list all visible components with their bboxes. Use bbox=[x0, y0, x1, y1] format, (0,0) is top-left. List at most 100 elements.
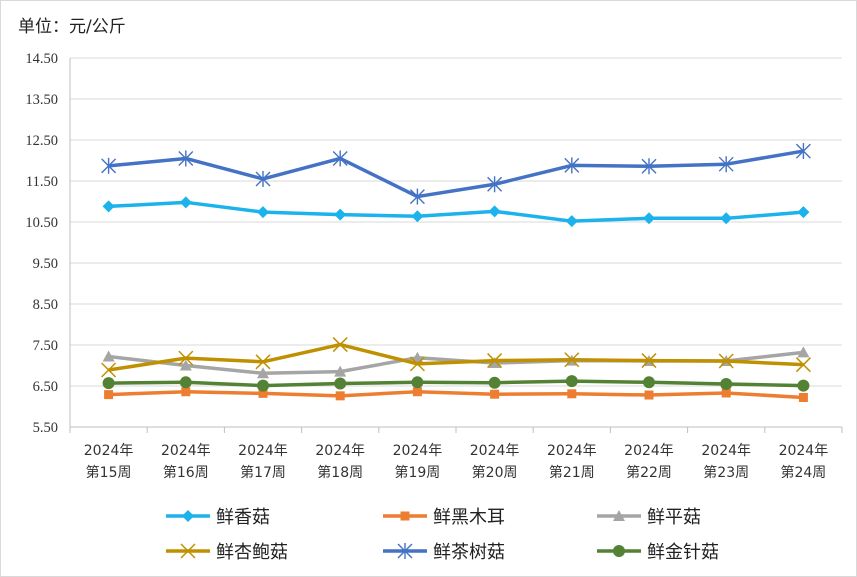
data-point bbox=[488, 205, 501, 218]
legend-marker bbox=[182, 510, 194, 522]
data-point bbox=[335, 391, 345, 401]
data-point bbox=[179, 196, 192, 209]
data-point bbox=[720, 377, 733, 390]
data-point bbox=[644, 390, 654, 400]
legend-marker bbox=[613, 510, 625, 521]
data-point bbox=[641, 158, 657, 175]
unit-label: 单位：元/公斤 bbox=[18, 17, 126, 37]
x-tick-label-year: 2024年 bbox=[624, 443, 674, 459]
x-tick-label-week: 第15周 bbox=[86, 464, 132, 481]
x-tick-label-week: 第22周 bbox=[626, 464, 672, 481]
data-point bbox=[334, 377, 347, 390]
data-point bbox=[720, 212, 733, 225]
data-point bbox=[334, 365, 347, 377]
x-tick-label-year: 2024年 bbox=[779, 443, 829, 459]
data-point bbox=[101, 362, 117, 378]
data-point bbox=[643, 212, 655, 225]
x-tick-label-week: 第19周 bbox=[394, 464, 440, 481]
series-line-2 bbox=[108, 389, 804, 400]
legend-label: 鲜杏鲍菇 bbox=[216, 542, 288, 563]
data-point bbox=[643, 376, 655, 389]
x-tick-label-week: 第16周 bbox=[163, 464, 209, 481]
data-point bbox=[102, 377, 115, 390]
data-point bbox=[564, 157, 580, 174]
x-tick-label-year: 2024年 bbox=[315, 443, 365, 459]
legend-label: 鲜茶树菇 bbox=[433, 542, 505, 563]
data-point bbox=[721, 388, 731, 398]
data-point bbox=[101, 157, 117, 174]
data-point bbox=[257, 206, 269, 219]
y-tick-label: 14.50 bbox=[25, 51, 58, 67]
data-point bbox=[257, 379, 269, 392]
legend-marker bbox=[180, 543, 196, 559]
data-point bbox=[797, 346, 810, 358]
x-tick-label-week: 第21周 bbox=[549, 464, 595, 481]
data-point bbox=[409, 188, 425, 205]
data-point bbox=[797, 206, 810, 219]
data-point bbox=[332, 337, 348, 353]
data-point bbox=[178, 350, 194, 366]
data-point bbox=[332, 150, 348, 167]
x-tick-label-year: 2024年 bbox=[547, 443, 597, 459]
data-point bbox=[718, 353, 734, 369]
data-point bbox=[257, 367, 269, 379]
data-point bbox=[795, 143, 811, 160]
data-point bbox=[411, 210, 424, 223]
data-point bbox=[490, 389, 500, 399]
data-point bbox=[488, 376, 501, 389]
x-tick-label-week: 第17周 bbox=[240, 464, 286, 481]
x-tick-label-year: 2024年 bbox=[84, 443, 134, 459]
data-point bbox=[179, 359, 192, 371]
data-point bbox=[412, 387, 422, 397]
data-point bbox=[178, 150, 194, 167]
x-tick-label-week: 第24周 bbox=[780, 464, 826, 481]
data-point bbox=[565, 215, 578, 228]
data-point bbox=[334, 208, 347, 221]
series-line-4 bbox=[108, 342, 804, 372]
series-line-5 bbox=[108, 149, 804, 199]
legend-marker bbox=[397, 543, 413, 559]
data-point bbox=[795, 357, 811, 373]
data-point bbox=[255, 354, 271, 370]
legend-label: 鲜平菇 bbox=[647, 507, 701, 528]
data-point bbox=[641, 353, 657, 369]
series-line-1 bbox=[108, 200, 804, 223]
legend-label: 鲜黑木耳 bbox=[433, 507, 505, 528]
data-point bbox=[411, 376, 424, 389]
data-point bbox=[179, 376, 192, 389]
data-point bbox=[487, 353, 503, 369]
data-point bbox=[181, 387, 191, 397]
y-tick-label: 9.50 bbox=[33, 256, 58, 272]
x-tick-label-year: 2024年 bbox=[161, 443, 211, 459]
x-tick-label-year: 2024年 bbox=[238, 443, 288, 459]
data-point bbox=[487, 176, 503, 193]
data-point bbox=[255, 170, 271, 187]
y-tick-label: 12.50 bbox=[25, 133, 58, 149]
x-tick-label-week: 第20周 bbox=[472, 464, 518, 481]
data-point bbox=[565, 375, 578, 388]
y-tick-label: 13.50 bbox=[25, 92, 58, 108]
data-point bbox=[258, 388, 268, 398]
data-point bbox=[567, 389, 577, 399]
series-line-6 bbox=[108, 379, 804, 388]
x-tick-label-year: 2024年 bbox=[701, 443, 751, 459]
legend-label: 鲜香菇 bbox=[216, 507, 270, 528]
data-point bbox=[797, 379, 810, 392]
data-point bbox=[102, 200, 115, 213]
data-point bbox=[564, 352, 580, 368]
legend-label: 鲜金针菇 bbox=[647, 542, 719, 563]
x-tick-label-week: 第23周 bbox=[703, 464, 749, 481]
data-point bbox=[798, 392, 808, 402]
y-tick-label: 8.50 bbox=[33, 297, 58, 313]
y-tick-label: 7.50 bbox=[33, 338, 58, 354]
legend-marker bbox=[400, 511, 410, 521]
x-tick-label-year: 2024年 bbox=[470, 443, 520, 459]
y-tick-label: 10.50 bbox=[25, 215, 58, 231]
y-tick-label: 5.50 bbox=[33, 420, 58, 436]
y-tick-label: 11.50 bbox=[26, 174, 58, 190]
data-point bbox=[102, 350, 115, 362]
legend-marker bbox=[613, 545, 625, 557]
x-tick-label-week: 第18周 bbox=[317, 464, 363, 481]
y-tick-label: 6.50 bbox=[33, 379, 58, 395]
